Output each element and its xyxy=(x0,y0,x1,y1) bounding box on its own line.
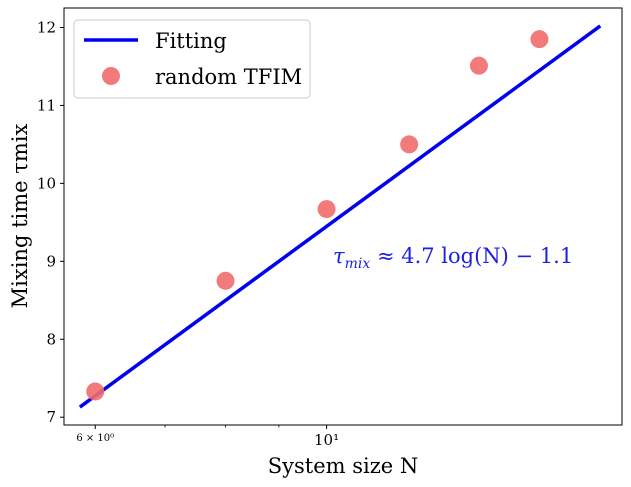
data-point xyxy=(469,56,488,75)
y-tick-label: 12 xyxy=(37,18,56,36)
y-tick-label: 7 xyxy=(46,408,56,426)
data-point xyxy=(216,271,235,290)
annotation-subscript: mix xyxy=(345,256,371,272)
data-point xyxy=(530,30,549,49)
y-tick-label: 10 xyxy=(37,174,56,192)
data-point xyxy=(86,382,105,401)
ticks: 7 8 9 10 11 12 6 × 10⁰ 10¹ xyxy=(37,18,339,449)
legend-label-random-tfim: random TFIM xyxy=(155,65,302,89)
legend-marker-random-tfim xyxy=(102,67,120,85)
annotation-tau: τ xyxy=(333,244,345,268)
y-axis-title: Mixing time τmix xyxy=(8,124,32,309)
marks xyxy=(78,24,602,409)
legend: Fitting random TFIM xyxy=(73,19,311,99)
annotation-formula: ≈ 4.7 log(N) − 1.1 xyxy=(370,244,573,268)
y-tick-label: 11 xyxy=(37,96,56,114)
annotation: τmix ≈ 4.7 log(N) − 1.1 xyxy=(333,244,573,272)
legend-label-fitting: Fitting xyxy=(155,29,227,53)
x-tick-label: 10¹ xyxy=(314,431,339,449)
y-tick-label: 8 xyxy=(46,330,56,348)
x-axis-title: System size N xyxy=(268,454,419,478)
data-point xyxy=(400,135,419,154)
x-tick-label: 6 × 10⁰ xyxy=(76,433,114,444)
data-point xyxy=(317,200,336,219)
fitting-line xyxy=(78,24,602,409)
y-tick-label: 9 xyxy=(46,252,56,270)
